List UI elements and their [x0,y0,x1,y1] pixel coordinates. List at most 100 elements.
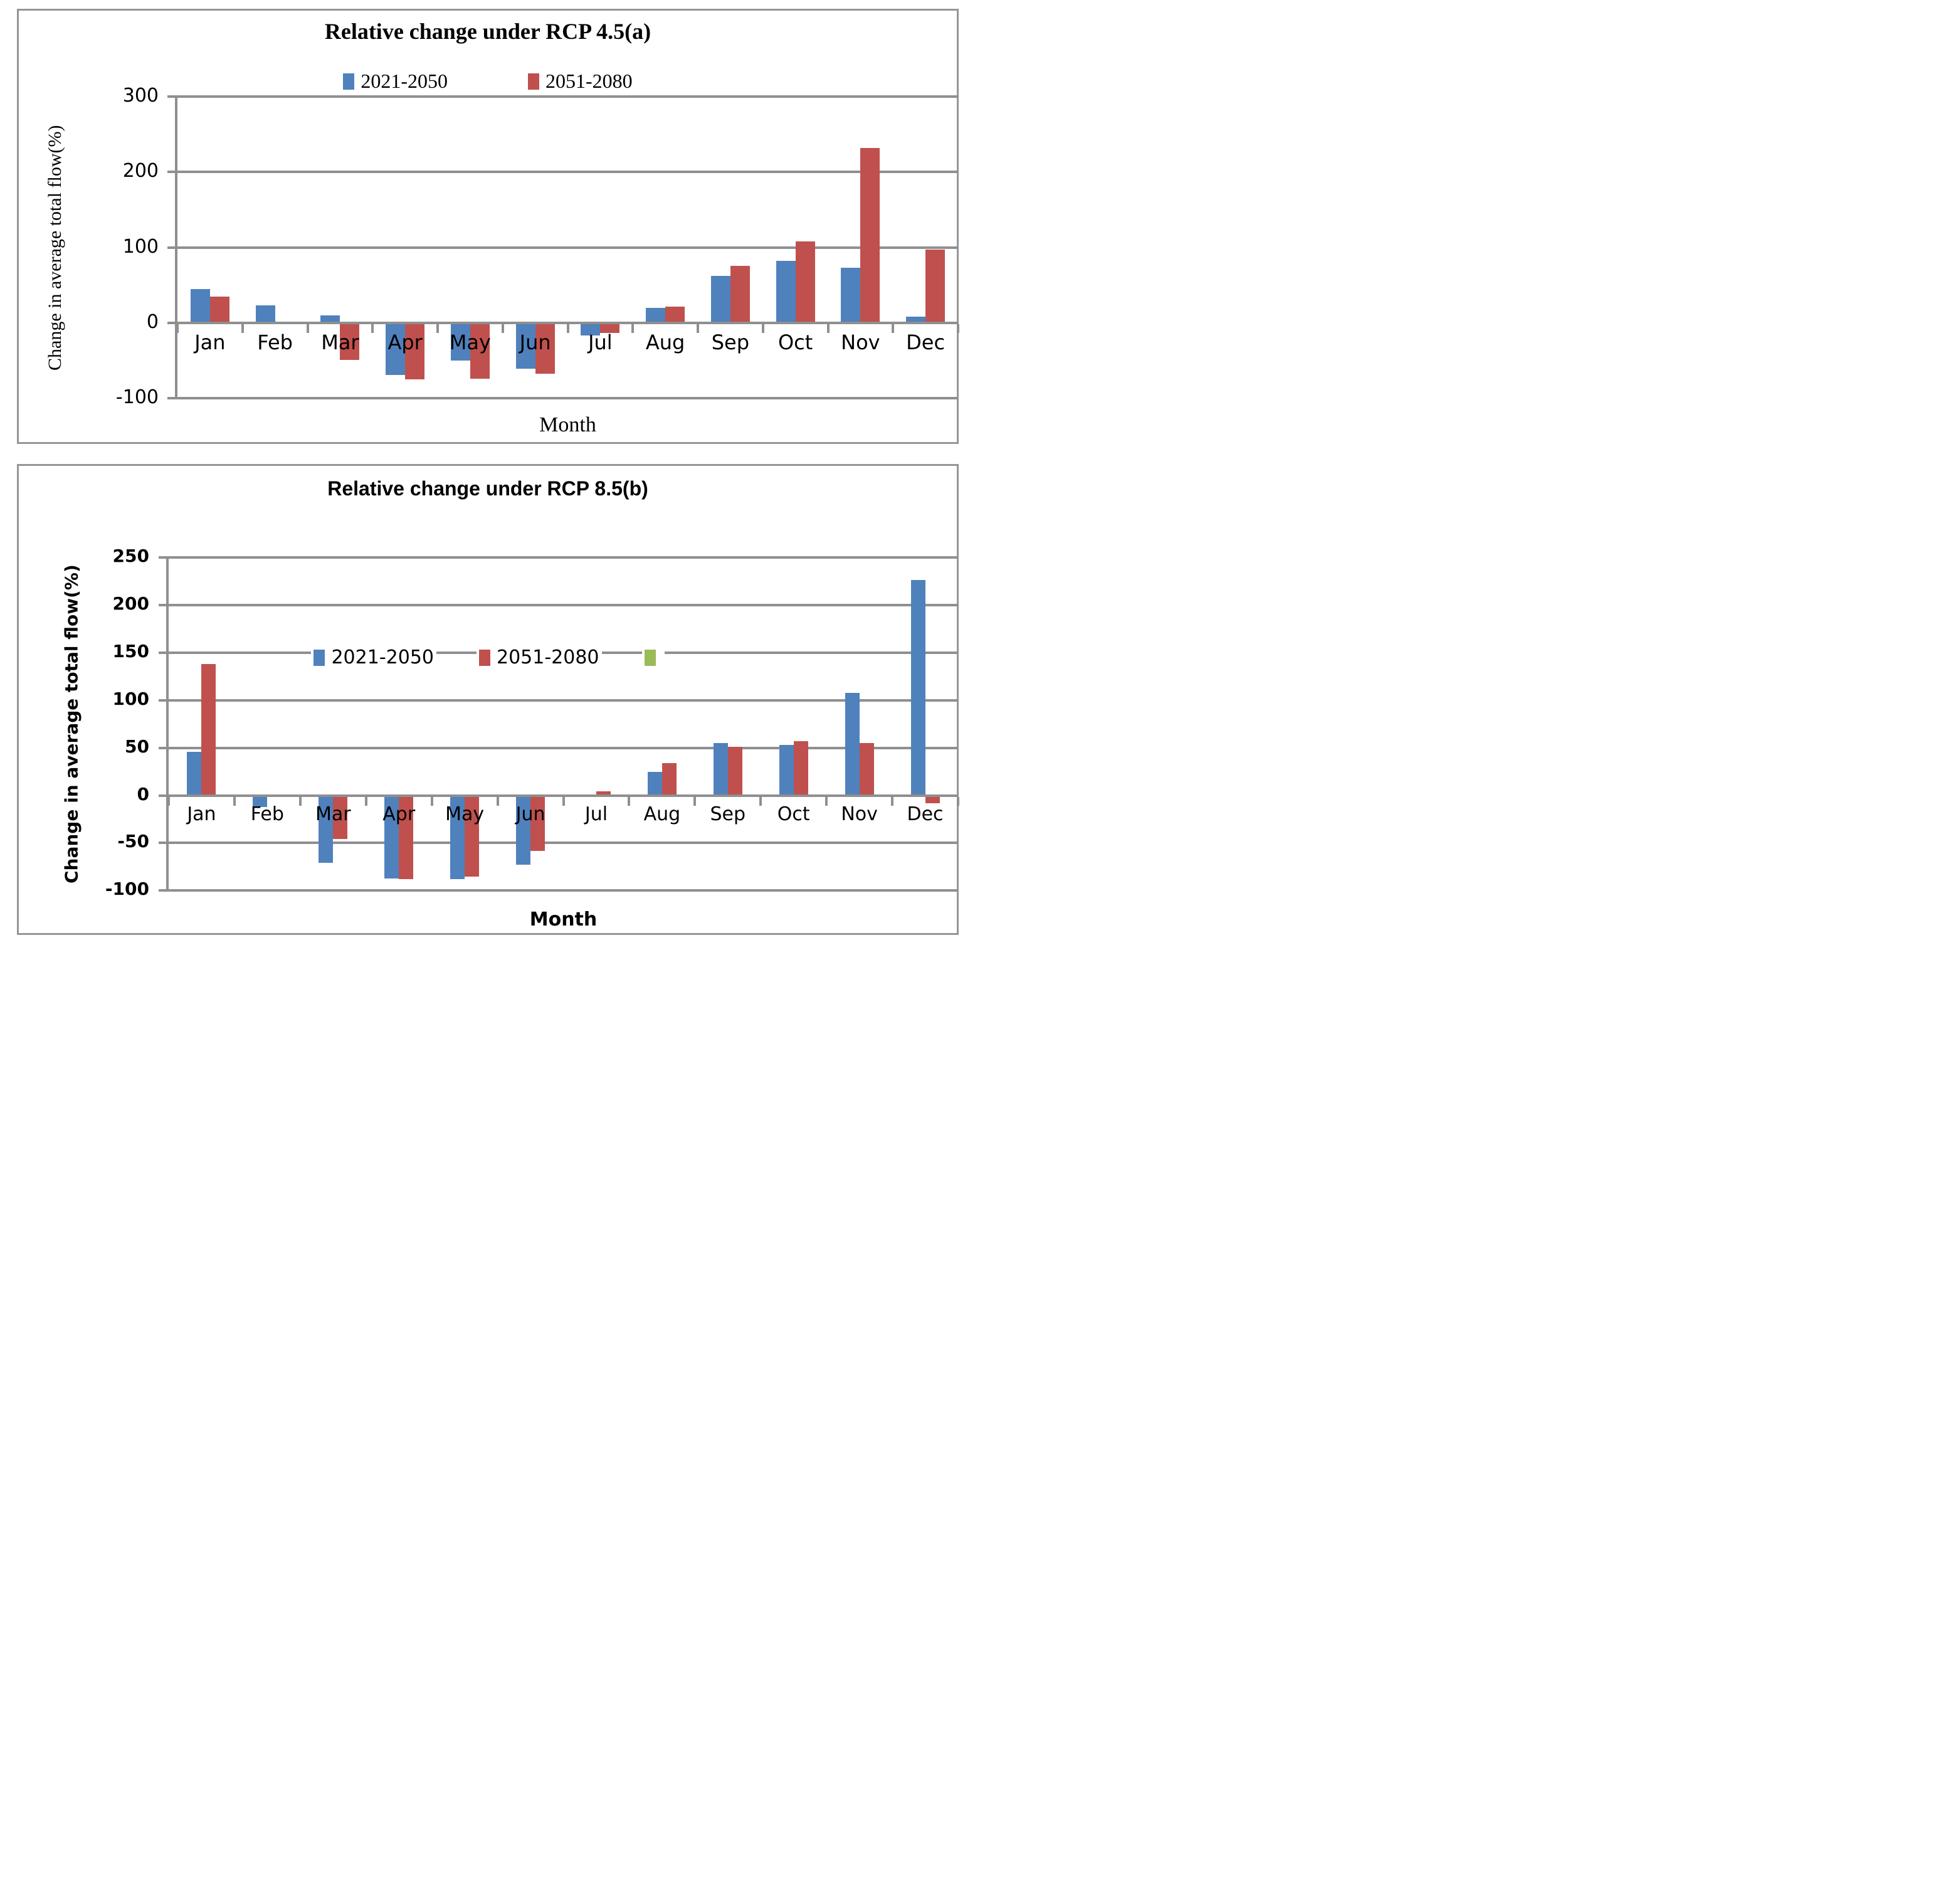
legend-label: 2051-2080 [497,646,599,668]
bar-2051-2080-Jul [596,791,611,796]
x-axis-tick [693,796,697,806]
bar-2051-2080-Jul [600,323,620,333]
bar-2021-2050-Dec [906,317,926,323]
bar-2051-2080-Jan [209,296,229,323]
x-tick-label: Jan [194,330,226,354]
x-axis-tick [364,796,367,806]
x-axis-tick [697,324,699,333]
x-axis-tick [759,796,762,806]
gridline [169,699,958,702]
gridline [177,95,958,98]
y-tick-label: 0 [137,783,149,804]
gridline [169,556,958,559]
x-axis-tick [176,324,179,333]
y-tick-label: -100 [105,878,149,900]
bar-2051-2080-Oct [793,741,808,796]
x-axis-title: Month [539,413,596,436]
x-axis-tick [501,324,504,333]
x-axis-line [177,322,958,324]
bar-2021-2050-Dec [910,580,925,796]
x-axis-tick [628,796,631,806]
legend-label: 2051-2080 [545,70,633,92]
x-tick-label: Aug [643,803,681,825]
y-axis-tick [167,397,175,400]
x-tick-label: Feb [250,803,284,825]
gridline [169,889,958,892]
x-axis-tick [826,324,830,333]
bar-2051-2080-Mar [340,323,360,360]
bar-2051-2080-Jan [201,664,216,796]
legend-swatch-blue [343,73,355,90]
chart-title-rcp85: Relative change under RCP 8.5(b) [327,477,648,500]
x-axis-tick [761,324,764,333]
x-tick-label: May [449,330,491,354]
y-axis-tick [159,746,166,749]
y-tick-label: 100 [112,688,149,709]
bar-2051-2080-Aug [665,306,685,323]
bar-2021-2050-Sep [710,276,730,323]
legend-item-2021-2050: 2021-2050 [340,68,450,94]
x-axis-tick [298,796,302,806]
bar-2051-2080-Sep [727,747,742,796]
x-axis-tick [167,796,170,806]
bar-2051-2080-Mar [333,795,348,840]
x-tick-label: Mar [321,330,359,354]
bar-2051-2080-Dec [925,795,940,803]
x-axis-tick [891,796,894,806]
bar-2051-2080-Jun [530,795,545,851]
x-tick-label: Jan [187,803,216,825]
y-axis-tick [167,322,175,324]
x-tick-label: Sep [711,330,750,354]
bar-2021-2050-Mar [319,795,334,863]
bar-2021-2050-Jun [515,323,535,369]
bar-2051-2080-Jun [535,323,555,374]
bar-2051-2080-Aug [661,762,677,796]
x-axis-line [169,794,958,797]
x-tick-label: Apr [382,803,416,825]
bar-2051-2080-Dec [925,250,946,323]
y-axis-tick [159,603,166,606]
bar-2051-2080-Apr [405,323,425,380]
bar-2051-2080-May [470,323,490,379]
x-axis-tick [562,796,565,806]
y-tick-label: 50 [125,736,149,757]
x-axis-tick [957,796,959,806]
bar-2021-2050-Feb [255,305,275,323]
y-tick-label: -100 [115,386,159,409]
bar-2051-2080-Nov [860,147,880,323]
bar-2021-2050-Jun [516,795,531,865]
bar-2021-2050-Nov [841,268,861,323]
x-tick-label: Oct [777,330,813,354]
x-tick-label: Nov [841,330,880,354]
x-tick-label: Jul [588,330,613,354]
y-tick-label: 200 [112,593,149,614]
bar-2021-2050-Mar [320,315,340,323]
bar-2021-2050-Feb [253,795,268,807]
y-axis-tick [159,841,166,845]
legend-rcp85: 2021-2050 2051-2080 [19,645,957,670]
y-axis-tick [159,699,166,702]
x-axis-title: Month [529,909,598,931]
y-tick-label: 300 [122,85,159,107]
x-axis-tick [957,324,959,333]
y-tick-label: 250 [112,546,149,566]
bar-2021-2050-Aug [647,771,662,796]
x-tick-label: Jun [515,803,545,825]
bar-2021-2050-Jan [187,751,202,796]
x-tick-label: Apr [387,330,423,354]
x-axis-tick [306,324,309,333]
x-tick-label: Feb [257,330,293,354]
x-axis-tick [436,324,439,333]
bar-2021-2050-May [450,323,470,361]
legend-swatch-green [644,649,656,666]
legend-item-2051-2080: 2051-2080 [477,645,602,670]
x-axis-tick [892,324,895,333]
x-tick-label: Dec [906,330,946,354]
bar-2021-2050-Apr [384,795,399,878]
bar-2021-2050-May [450,795,465,880]
x-axis-tick [825,796,828,806]
bar-2021-2050-Jul [581,323,601,336]
y-axis-tick [159,651,166,654]
x-axis-tick [566,324,569,333]
gridline [169,603,958,606]
